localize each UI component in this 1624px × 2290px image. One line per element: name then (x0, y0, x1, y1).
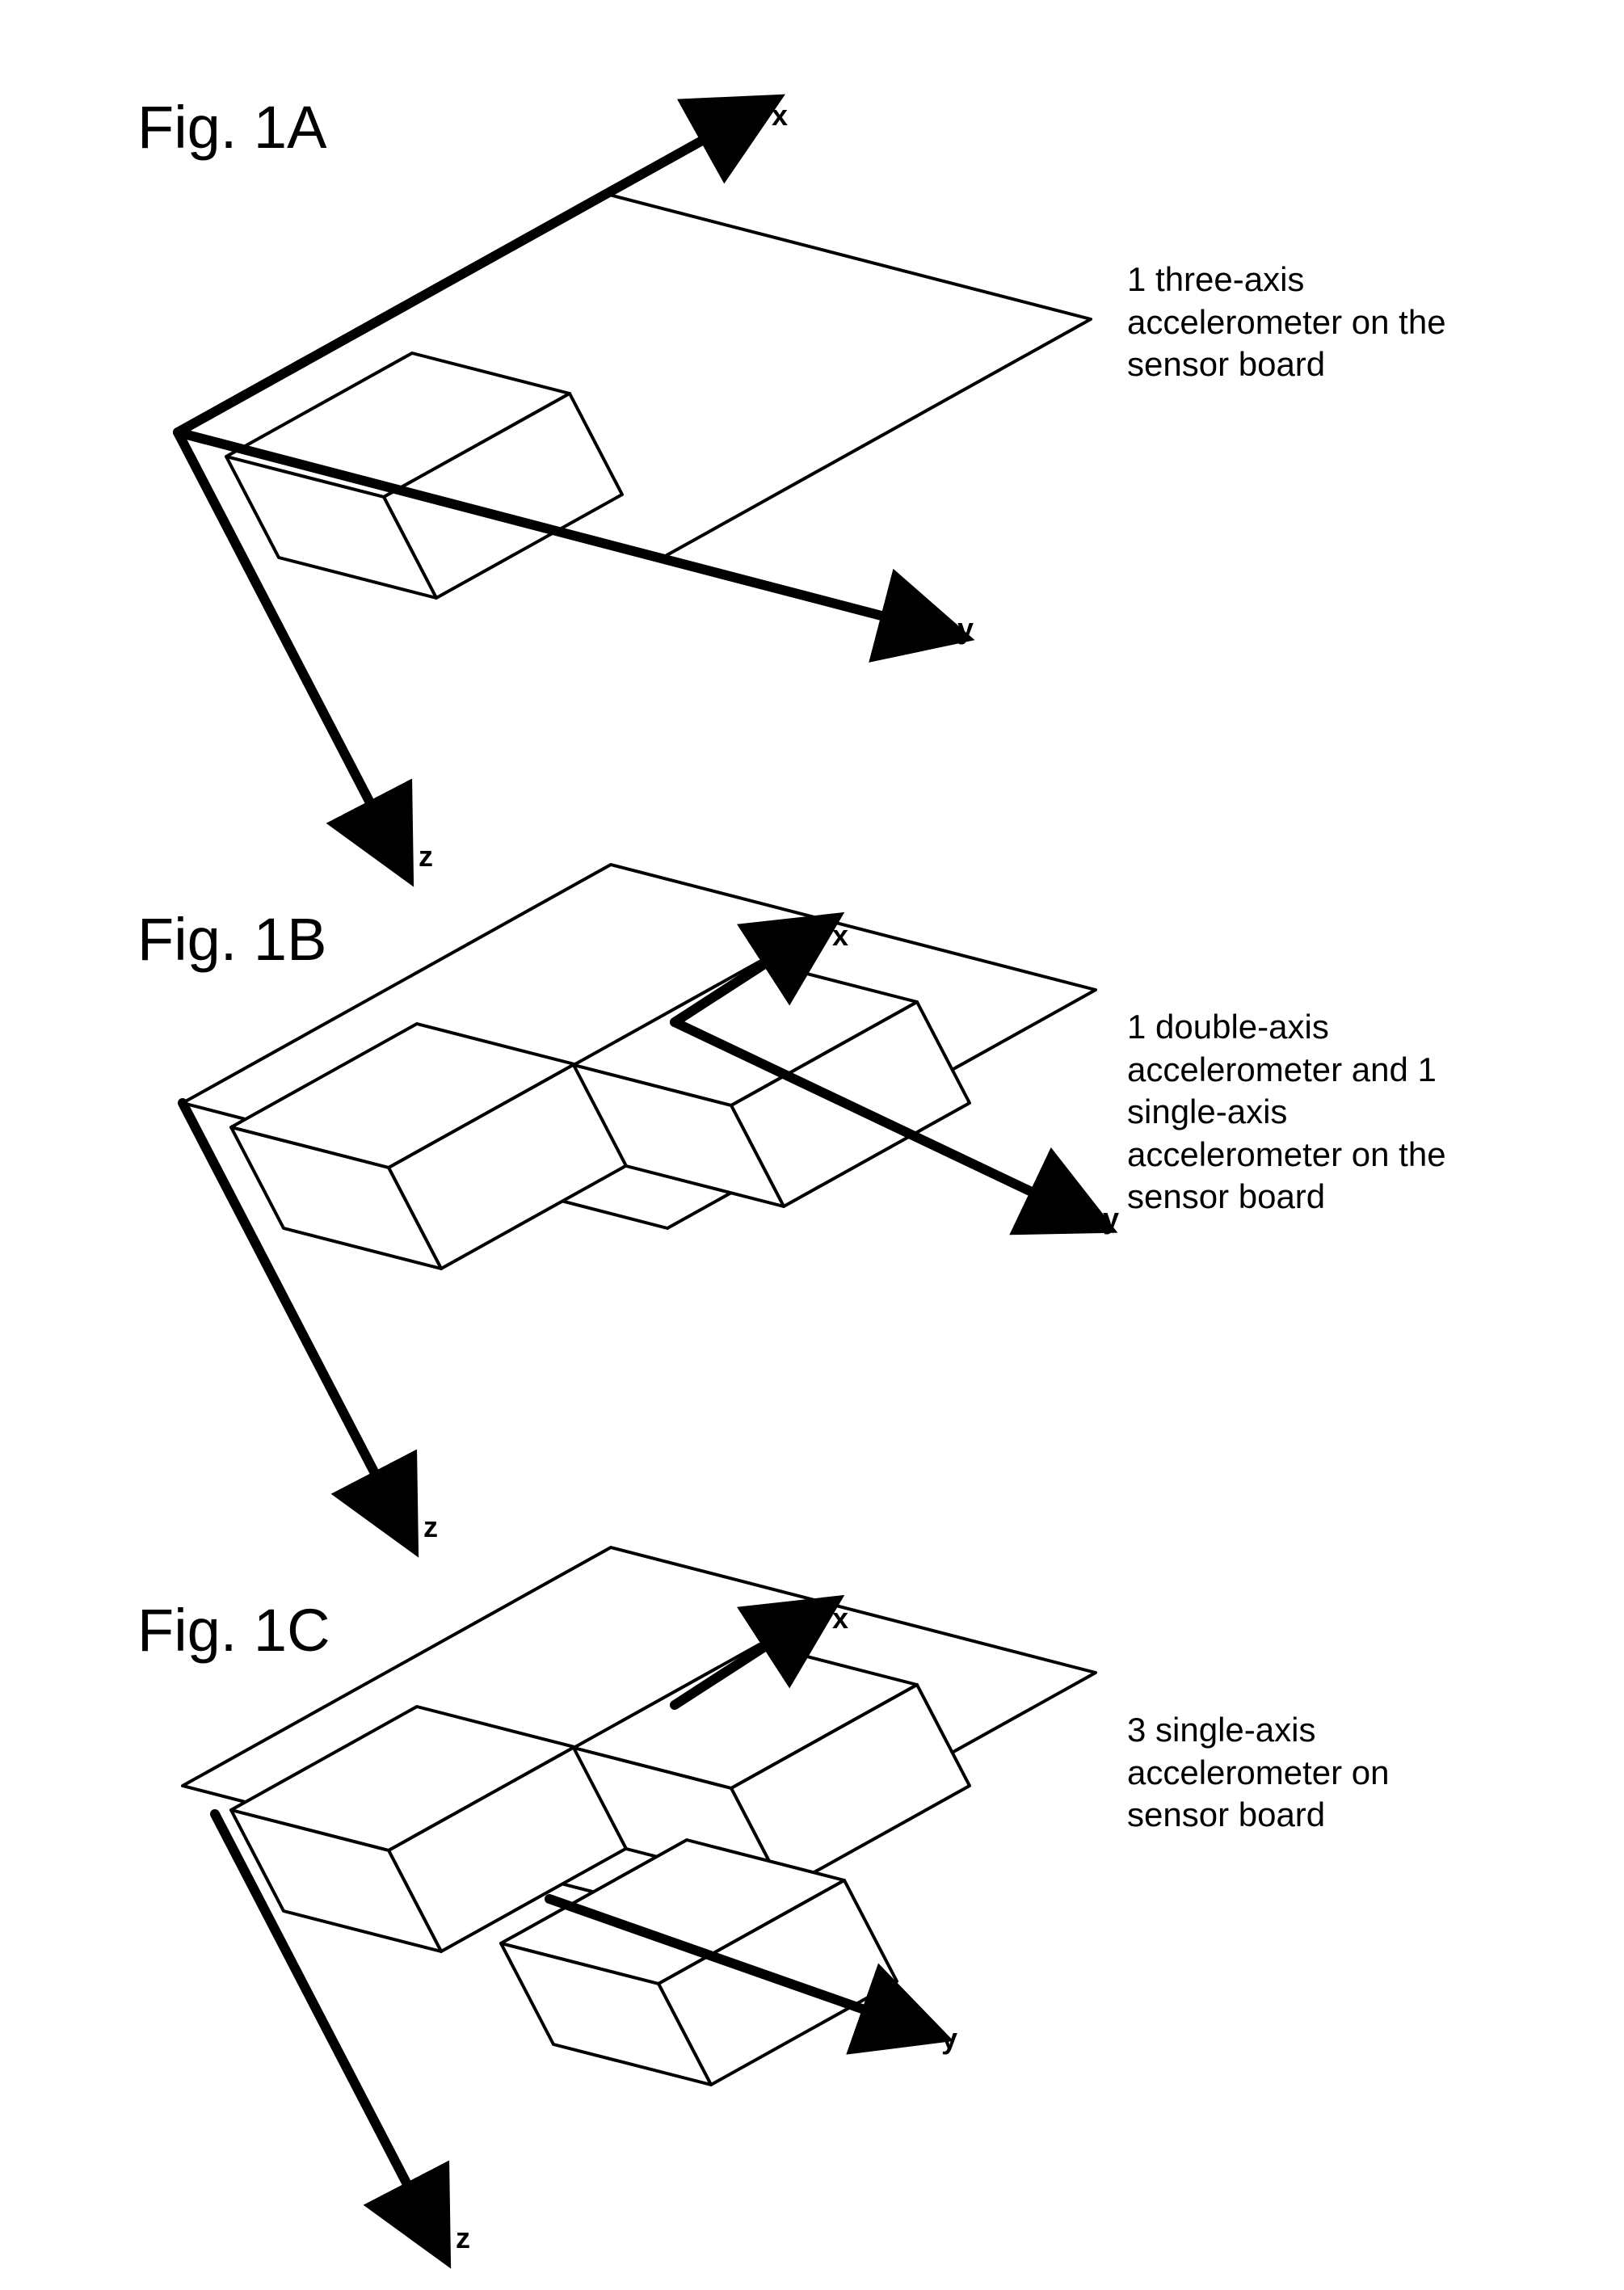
axis-y-label: y (1103, 1202, 1119, 1235)
axis-x-label: x (772, 99, 788, 132)
diagram-svg: x y z x y z x y z (0, 0, 1624, 2290)
page: Fig. 1A Fig. 1B Fig. 1C 1 three-axis acc… (0, 0, 1624, 2290)
axis-y-label: y (941, 2022, 957, 2055)
axis-x-label: x (832, 919, 848, 952)
axis-z-label: z (456, 2221, 470, 2254)
axis-x-label: x (832, 1602, 848, 1635)
axis-z-label: z (423, 1510, 438, 1543)
axis-z-label: z (419, 840, 433, 873)
axis-y-label: y (957, 612, 974, 645)
